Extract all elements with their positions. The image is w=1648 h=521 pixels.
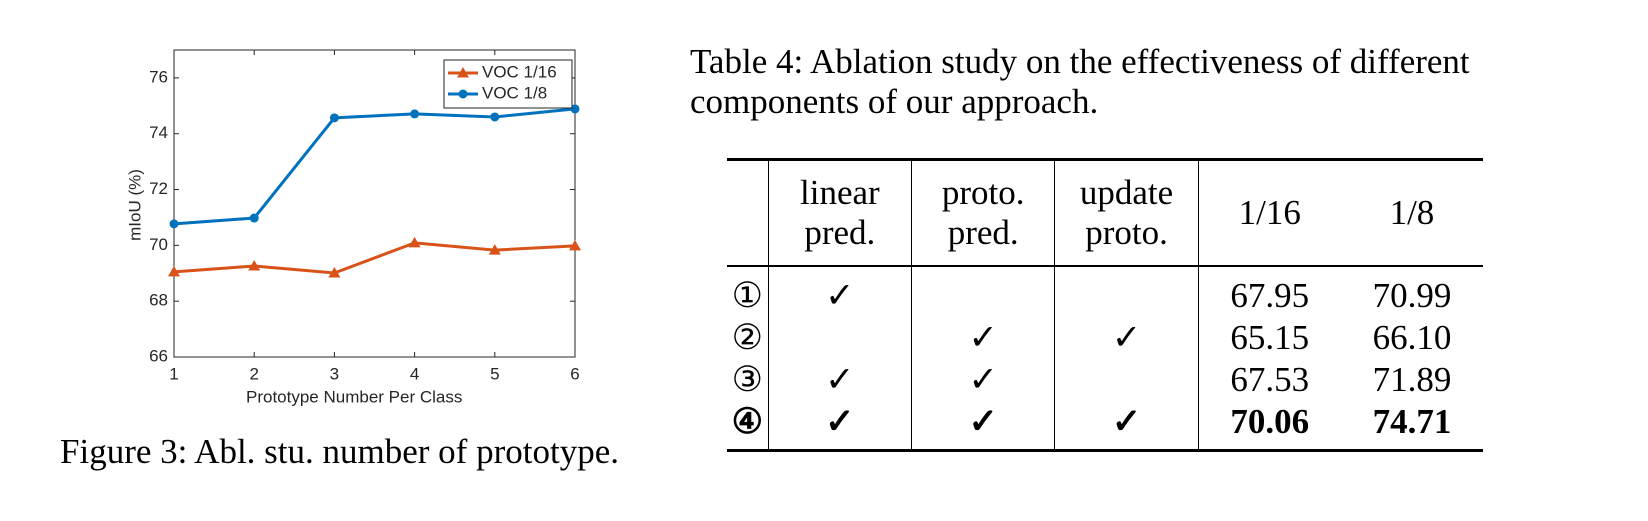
header-cell: update proto. <box>1054 159 1199 267</box>
header-cell: 1/8 <box>1340 159 1483 267</box>
table-cell: ② <box>727 317 768 359</box>
plot-frame <box>173 49 576 358</box>
legend-marker <box>457 67 469 78</box>
cell-text: 71.89 <box>1372 360 1452 399</box>
header-cell: proto. pred. <box>911 159 1055 267</box>
marker <box>490 112 500 122</box>
cell-text: 65.15 <box>1230 318 1310 357</box>
cell-text: 67.95 <box>1230 276 1310 315</box>
table-cell: ✓ <box>767 359 912 401</box>
table-cell: 67.53 <box>1197 359 1341 401</box>
legend-marker <box>458 89 468 99</box>
table-cell: ✓ <box>911 401 1055 451</box>
series-line <box>173 241 576 275</box>
cell-text: proto. pred. <box>941 173 1025 252</box>
marker <box>408 236 421 248</box>
cell-text: 70.99 <box>1372 276 1452 315</box>
cell-text: ✓ <box>825 360 855 399</box>
x-tick-label: 2 <box>249 364 258 383</box>
x-tick-label: 1 <box>169 364 178 383</box>
table-row: ② ✓ ✓ 65.15 66.10 <box>727 317 1483 359</box>
header-cell: linear pred. <box>767 159 912 267</box>
marker <box>570 104 580 114</box>
cell-text: 1/16 <box>1238 193 1301 232</box>
table-cell <box>767 317 912 359</box>
cell-text: ① <box>731 276 764 315</box>
cell-text: ✓ <box>1111 318 1142 357</box>
x-tick-label: 4 <box>410 364 419 383</box>
table-cell: 65.15 <box>1197 317 1341 359</box>
table-cell: ✓ <box>1054 317 1199 359</box>
cell-text: linear pred. <box>800 173 880 252</box>
table: linear pred. proto. pred. update proto. 1/1… <box>727 158 1483 452</box>
y-tick-label: 66 <box>149 346 168 365</box>
cell-text: ✓ <box>968 360 998 399</box>
cell-text: 1/8 <box>1389 193 1435 232</box>
cell-text: ✓ <box>968 318 998 357</box>
cell-text: ② <box>731 318 764 357</box>
cell-text: 67.53 <box>1230 360 1310 399</box>
table-cell: ✓ <box>911 359 1055 401</box>
marker <box>569 239 581 251</box>
marker <box>328 266 341 278</box>
table-row: ④ ✓ ✓ ✓ 70.06 74.71 <box>727 401 1483 451</box>
table-cell <box>911 266 1055 317</box>
header-cell: 1/16 <box>1197 159 1341 267</box>
x-tick-label: 6 <box>570 364 579 383</box>
table-cell <box>1054 266 1199 317</box>
marker <box>329 113 339 123</box>
x-tick-label: 5 <box>490 364 499 383</box>
x-axis-label: Prototype Number Per Class <box>246 387 462 406</box>
table-cell: ① <box>727 266 768 317</box>
table-caption: Table 4: Ablation study on the effective… <box>690 42 1470 121</box>
table-cell: ③ <box>727 359 768 401</box>
table-cell: ✓ <box>1054 401 1199 451</box>
marker <box>410 109 420 119</box>
chart: Prototype Number Per Class mIoU (%) 66 68… <box>125 49 581 406</box>
cell-text: ③ <box>731 360 764 399</box>
table-cell: ✓ <box>767 266 912 317</box>
cell-text: ✓ <box>825 276 855 315</box>
marker <box>169 219 179 229</box>
cell-text: update proto. <box>1079 173 1174 252</box>
table-cell: 70.99 <box>1341 266 1483 317</box>
header-cell <box>727 159 769 267</box>
marker <box>248 260 261 271</box>
x-tick-label: 3 <box>330 364 339 383</box>
cell-text: ④ <box>731 402 764 441</box>
legend-box <box>443 59 573 109</box>
table-cell: 66.10 <box>1341 317 1483 359</box>
table-cell: ✓ <box>767 401 912 451</box>
table-cell: ④ <box>727 401 768 451</box>
cell-text: 70.06 <box>1230 402 1310 441</box>
table-row: ① ✓ 67.95 70.99 <box>727 266 1483 317</box>
y-tick-label: 72 <box>149 179 168 198</box>
table-cell: ✓ <box>911 317 1055 359</box>
table-cell: 70.06 <box>1197 401 1341 451</box>
table-cell: 71.89 <box>1341 359 1483 401</box>
cell-text: ✓ <box>1111 402 1142 441</box>
y-tick-label: 76 <box>149 67 168 86</box>
y-tick-label: 70 <box>149 235 168 254</box>
table-cell: 67.95 <box>1197 266 1341 317</box>
y-tick-label: 68 <box>149 291 168 310</box>
cell-text: ✓ <box>825 402 855 441</box>
table-cell <box>1054 359 1199 401</box>
y-axis-label: mIoU (%) <box>125 169 144 241</box>
marker <box>249 213 259 223</box>
cell-text: 74.71 <box>1372 402 1452 441</box>
cell-text: ✓ <box>968 402 998 441</box>
legend-label: VOC 1/8 <box>482 83 547 102</box>
series-line <box>173 107 576 226</box>
table-cell: 74.71 <box>1341 401 1483 451</box>
cell-text: 66.10 <box>1372 318 1452 357</box>
marker <box>488 244 501 255</box>
y-tick-label: 74 <box>149 123 168 142</box>
table-row: ③ ✓ ✓ 67.53 71.89 <box>727 359 1483 401</box>
figure-caption: Figure 3: Abl. stu. number of prototype. <box>60 432 619 471</box>
marker <box>168 265 180 277</box>
legend-label: VOC 1/16 <box>482 62 557 81</box>
